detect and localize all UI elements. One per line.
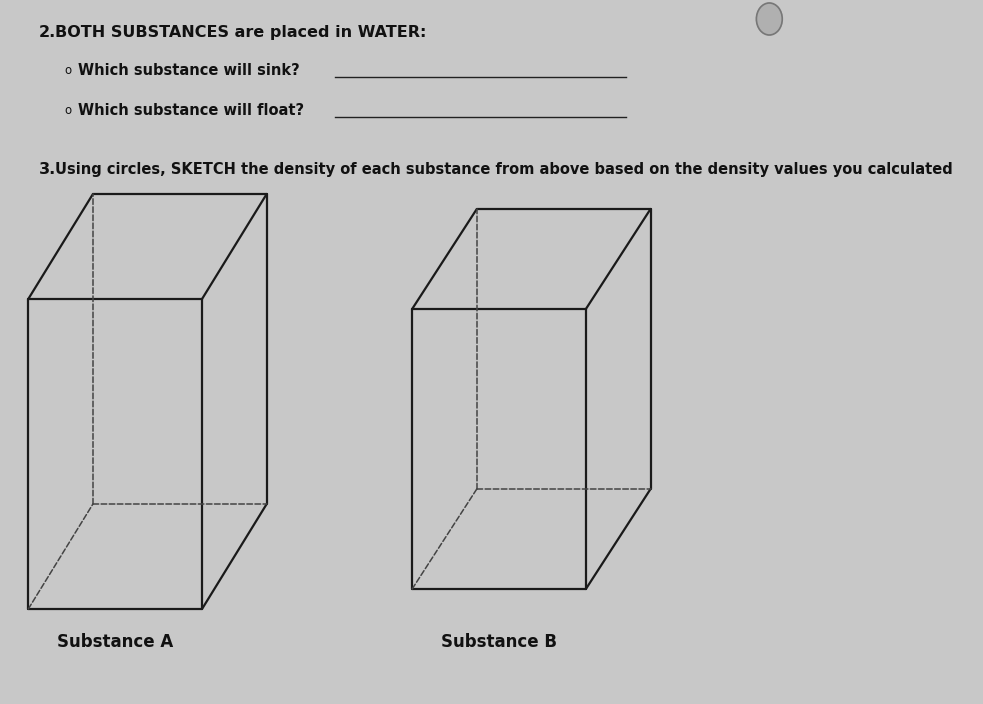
Circle shape [756,3,782,35]
Text: Substance B: Substance B [441,633,557,651]
Text: o: o [65,64,72,77]
Text: Using circles, SKETCH the density of each substance from above based on the dens: Using circles, SKETCH the density of eac… [55,162,953,177]
Text: o: o [65,104,72,117]
Text: 2.: 2. [38,25,56,40]
Text: BOTH SUBSTANCES are placed in WATER:: BOTH SUBSTANCES are placed in WATER: [55,25,427,40]
Text: 3.: 3. [38,162,56,177]
Text: Substance A: Substance A [57,633,173,651]
Text: Which substance will float?: Which substance will float? [78,103,304,118]
Text: Which substance will sink?: Which substance will sink? [78,63,300,78]
